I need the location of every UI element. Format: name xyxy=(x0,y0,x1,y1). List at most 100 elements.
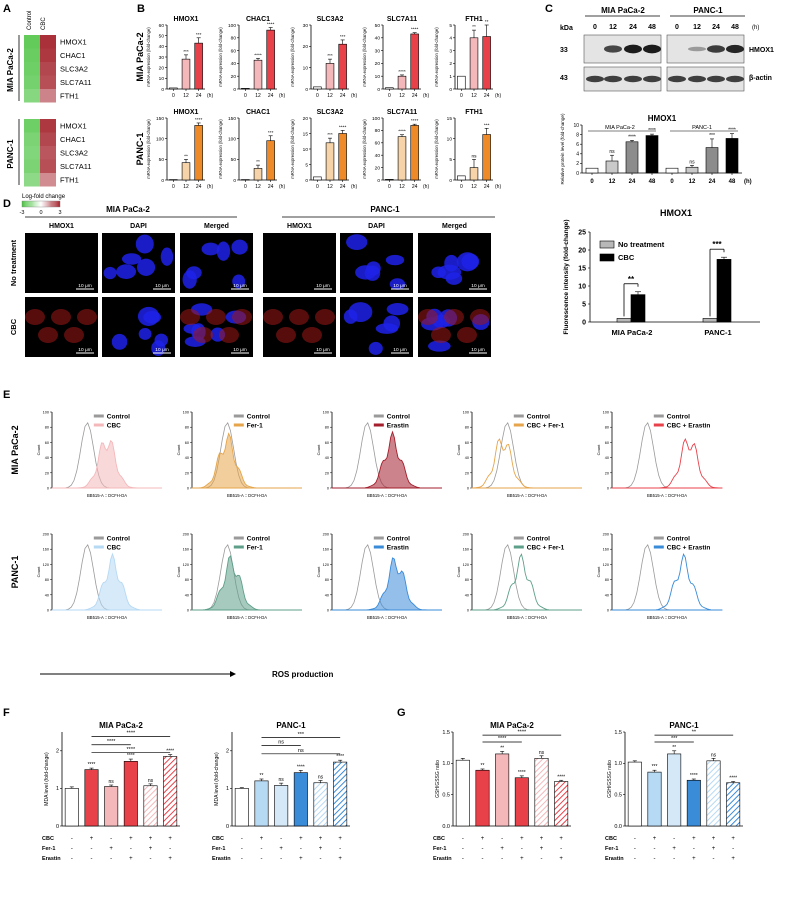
micro-line-label: PANC-1 xyxy=(370,205,400,214)
bar xyxy=(627,761,642,827)
y-tick-label: 2 xyxy=(226,749,229,755)
flow-y-label: Count xyxy=(456,444,461,456)
flow-treatment-curve xyxy=(612,553,723,611)
bar xyxy=(313,782,328,827)
flow-y-tick-label: 60 xyxy=(465,441,469,445)
flow-y-tick-label: 120 xyxy=(463,563,469,567)
condition-mark: - xyxy=(71,836,73,842)
significance-label: **** xyxy=(88,762,96,768)
bar xyxy=(630,294,646,323)
micro-cell xyxy=(122,253,142,265)
micro-cell xyxy=(232,274,246,289)
significance-label: ns xyxy=(689,159,695,165)
flow-y-tick-label: 20 xyxy=(465,471,469,475)
bar xyxy=(554,781,569,827)
flow-y-tick-label: 20 xyxy=(325,471,329,475)
condition-mark: - xyxy=(261,846,263,852)
x-tick-label: 48 xyxy=(729,179,736,185)
heatmap-legend-step xyxy=(53,201,55,207)
significance-label: **** xyxy=(518,729,527,735)
heatmap-legend-step xyxy=(31,201,33,207)
y-tick-label: 50 xyxy=(159,157,165,163)
heatmap-legend-step xyxy=(24,201,26,207)
condition-row-label: CBC xyxy=(605,836,617,842)
heatmap-legend-step xyxy=(51,201,53,207)
x-unit-label: (h) xyxy=(495,93,501,99)
flow-control-curve xyxy=(192,544,302,611)
bar xyxy=(104,786,119,827)
significance-label: ns xyxy=(278,740,284,746)
panel-letter-G: G xyxy=(397,707,406,719)
condition-mark: - xyxy=(339,846,341,852)
significance-label: ** xyxy=(628,275,635,284)
flow-x-label: BB515-A :: DCFH-DA xyxy=(507,615,547,620)
x-tick-label: 12 xyxy=(255,93,261,99)
flow-x-label: BB515-A :: DCFH-DA xyxy=(367,615,407,620)
micro-red-signal xyxy=(77,309,97,325)
significance-label: ** xyxy=(500,745,504,751)
micro-red-signal xyxy=(470,309,490,325)
bar-chart-: 0 1 2 MDA level (fold-change) **** ns **** ns **… xyxy=(44,732,180,830)
micro-red-signal xyxy=(206,309,226,325)
significance-label: **** xyxy=(411,118,419,124)
bar-chart-FTH1: FTH1 0 5 10 15 mRNA expression (fold-change) 0… xyxy=(434,109,501,190)
heatmap-legend-step xyxy=(30,201,32,207)
micro-column-label: Merged xyxy=(442,223,467,230)
chart-title: SLC7A11 xyxy=(387,16,417,23)
flow-y-tick-label: 80 xyxy=(605,578,609,582)
significance-label: ns xyxy=(609,149,615,155)
y-tick-label: 0 xyxy=(377,178,380,184)
flow-y-tick-label: 20 xyxy=(45,471,49,475)
blot-protein-label: β-actin xyxy=(749,75,772,82)
blot-lane-label: 48 xyxy=(731,24,739,31)
heatmap-gene-label: FTH1 xyxy=(60,176,79,185)
heatmap-cell xyxy=(40,35,56,49)
bar xyxy=(475,769,490,827)
heatmap-cell xyxy=(40,119,56,133)
micro-column-label: DAPI xyxy=(130,223,147,230)
legend-label: Control xyxy=(247,536,270,543)
bar xyxy=(397,75,407,90)
blot-lane-label: 0 xyxy=(593,24,597,31)
condition-row-label: Erastin xyxy=(433,856,452,862)
y-axis-label: MDA level (fold-change) xyxy=(44,752,50,806)
bar xyxy=(726,782,741,827)
y-tick-label: 10 xyxy=(447,136,453,142)
y-axis-label: GSH/GSSG ratio xyxy=(435,760,441,798)
y-tick-label: 5 xyxy=(449,157,452,163)
significance-label: ** xyxy=(672,745,676,751)
condition-mark: + xyxy=(712,846,716,852)
heatmap-legend-step xyxy=(47,201,49,207)
blot-lane-label: 48 xyxy=(648,24,656,31)
y-tick-label: 5 xyxy=(305,162,308,168)
y-tick-label: 1.0 xyxy=(614,761,622,767)
y-tick-label: 20 xyxy=(375,165,381,171)
chart-title: FTH1 xyxy=(465,16,483,23)
bar xyxy=(410,125,419,181)
condition-mark: - xyxy=(280,836,282,842)
legend-label: Control xyxy=(247,414,270,421)
heatmap-gene-label: CHAC1 xyxy=(60,51,85,60)
heatmap-legend-step xyxy=(23,201,25,207)
x-tick-label: 24 xyxy=(412,93,418,99)
ros-arrow-label: ROS production xyxy=(272,670,333,679)
micro-red-signal xyxy=(457,327,477,343)
bar xyxy=(84,769,99,827)
y-tick-label: 0 xyxy=(226,824,229,830)
micro-cell xyxy=(355,265,376,280)
micro-cell xyxy=(137,306,160,326)
y-axis-label: MDA level (fold-change) xyxy=(214,752,220,806)
x-unit-label: (h) xyxy=(495,184,501,190)
blot-band-actin xyxy=(586,75,604,83)
y-axis-label: Fluorescence intensity (fold-change) xyxy=(563,219,570,334)
significance-label: **** xyxy=(518,770,526,776)
condition-mark: - xyxy=(71,846,73,852)
heatmap-legend-step xyxy=(35,201,37,207)
flow-control-curve xyxy=(612,422,722,489)
heatmap-cell xyxy=(24,173,40,187)
heatmap-cell xyxy=(40,48,56,62)
y-tick-label: 0.5 xyxy=(614,792,622,798)
flow-y-tick-label: 200 xyxy=(183,533,189,537)
significance-label: ns xyxy=(109,779,115,785)
micro-cell xyxy=(103,266,117,280)
